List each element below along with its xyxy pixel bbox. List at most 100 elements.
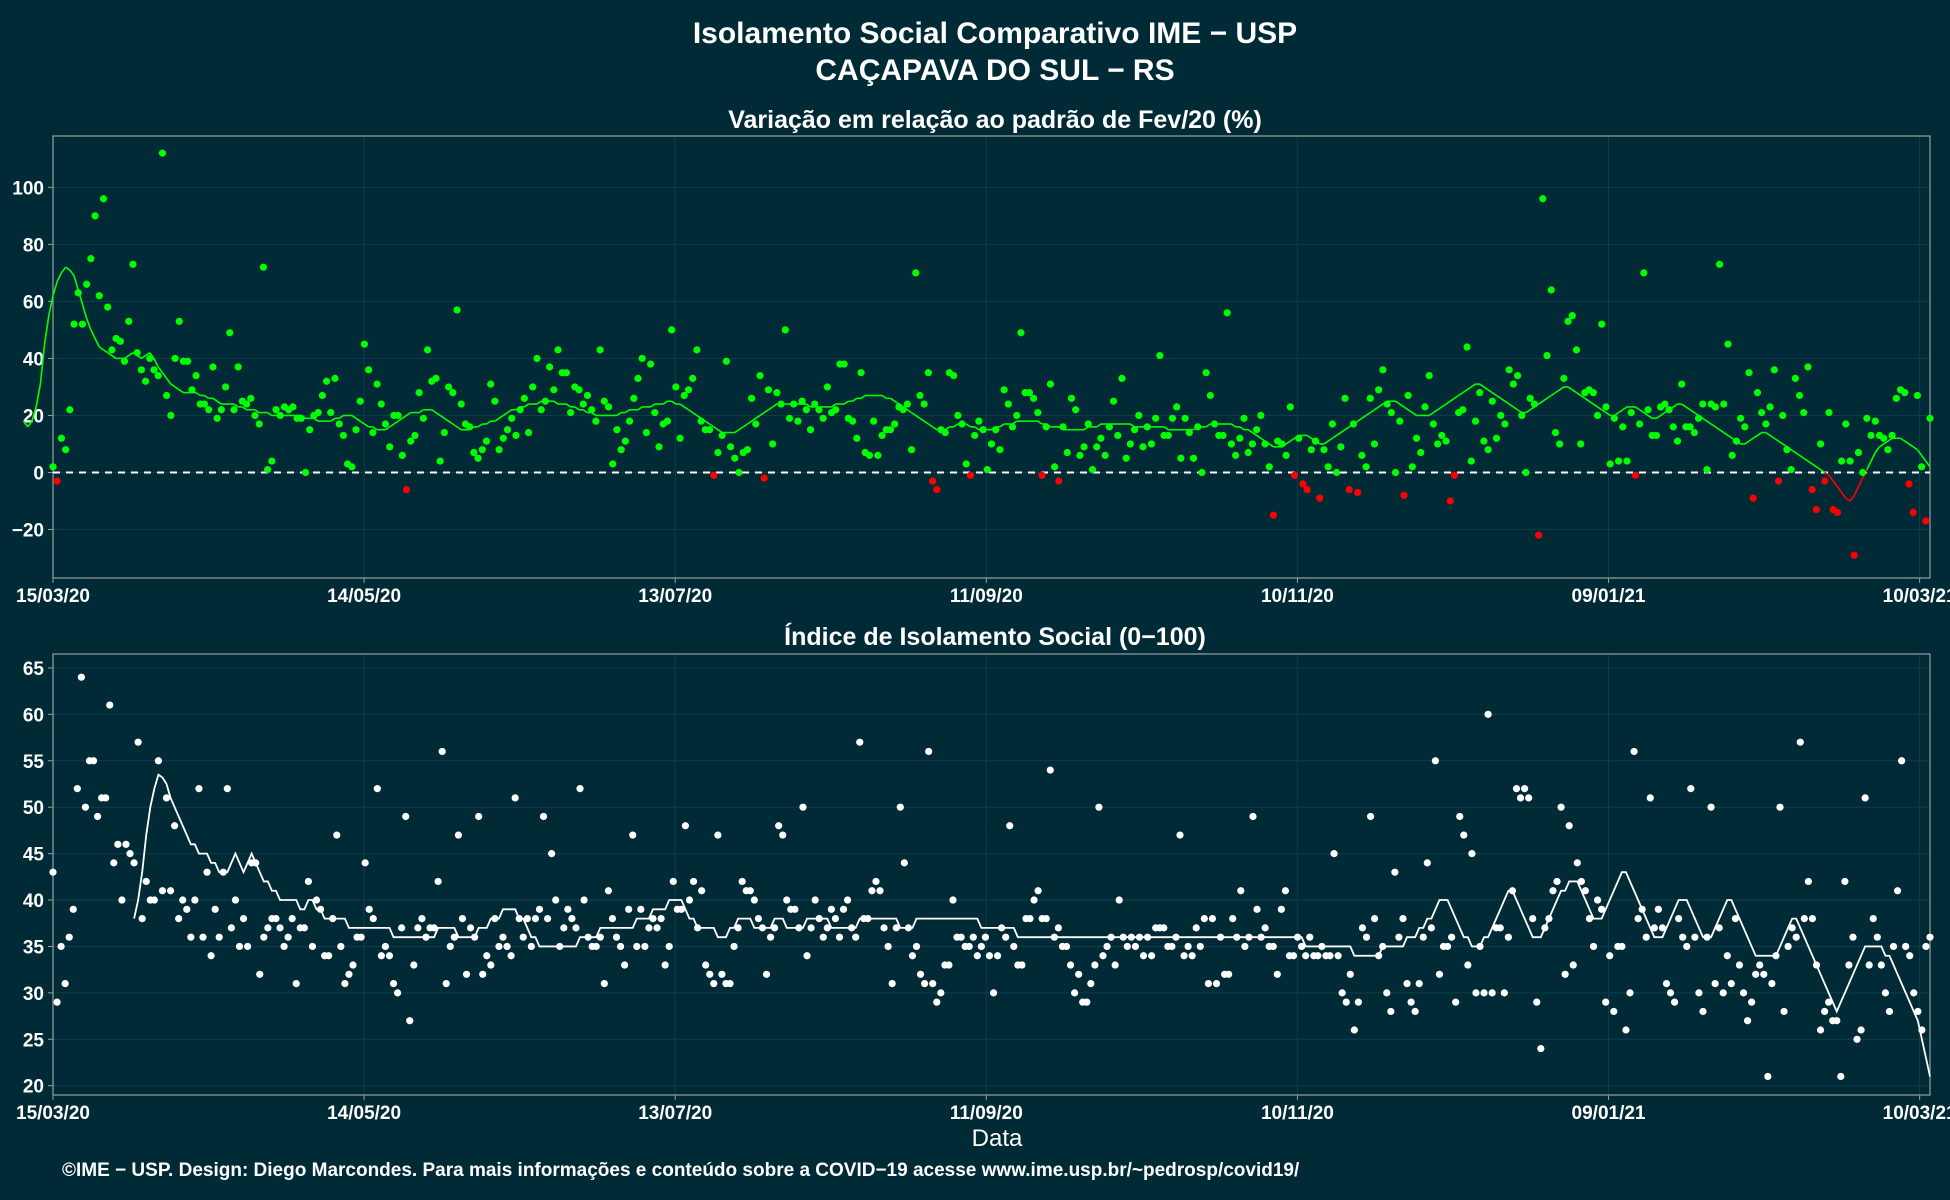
variation-data-point (777, 400, 785, 408)
variation-data-point (306, 426, 314, 434)
variation-data-point (1539, 195, 1547, 203)
variation-data-point (125, 317, 133, 325)
index-data-point (65, 933, 73, 941)
variation-data-point (1181, 414, 1189, 422)
index-data-point (227, 924, 235, 932)
variation-trend-segment (1163, 426, 1169, 431)
index-data-point (904, 924, 912, 932)
index-data-point (1666, 989, 1675, 997)
index-data-point (1407, 998, 1415, 1006)
variation-data-point (1202, 369, 1210, 377)
index-data-point (1192, 924, 1200, 932)
variation-data-point (1164, 431, 1172, 440)
index-data-point (1330, 850, 1338, 858)
variation-data-point (1109, 397, 1118, 405)
variation-data-point (992, 426, 1000, 434)
variation-data-point (1551, 428, 1560, 437)
variation-data-point (1564, 317, 1572, 325)
variation-data-point (979, 426, 987, 434)
index-data-point (1071, 989, 1079, 997)
index-data-point (1257, 933, 1265, 941)
variation-data-point (1366, 394, 1374, 402)
index-data-point (1622, 1026, 1630, 1034)
index-data-point (1334, 952, 1342, 960)
variation-data-point (1905, 480, 1913, 488)
variation-trend-segment (1672, 403, 1678, 408)
index-data-point (1739, 989, 1748, 997)
variation-trend-segment (1441, 403, 1447, 408)
variation-trend-segment (1554, 389, 1561, 394)
variation-x-tick-label: 10/03/21 (1883, 586, 1950, 607)
index-data-point (876, 887, 884, 895)
index-data-point (1606, 952, 1614, 960)
index-data-point (1504, 933, 1512, 941)
variation-trend-segment (1866, 460, 1872, 470)
index-data-point (1302, 952, 1310, 960)
variation-trend-segment (767, 406, 774, 411)
variation-trend-segment (1601, 409, 1607, 414)
variation-trend-segment (1916, 449, 1923, 456)
index-data-point (1833, 1017, 1841, 1025)
index-data-point (827, 905, 835, 913)
variation-data-point (609, 460, 617, 468)
index-data-point (949, 896, 957, 904)
variation-data-point (137, 366, 145, 374)
variation-data-point (1791, 374, 1799, 382)
variation-data-point (1194, 423, 1202, 431)
index-data-point (361, 859, 369, 867)
variation-trend-segment (161, 372, 168, 379)
variation-trend-segment (1811, 463, 1817, 468)
variation-data-point (1535, 531, 1543, 539)
index-data-point (973, 952, 981, 960)
variation-data-point (1076, 451, 1084, 459)
index-data-point (779, 831, 787, 839)
index-data-point (1306, 933, 1314, 941)
variation-data-point (903, 400, 911, 408)
index-data-point (280, 942, 288, 951)
variation-data-point (1375, 386, 1383, 394)
index-data-point (272, 915, 280, 923)
variation-trend-segment (233, 403, 239, 408)
variation-trend-segment (1643, 411, 1649, 417)
variation-data-point (1173, 403, 1181, 411)
variation-trend-segment (1857, 477, 1864, 488)
index-data-point (572, 924, 580, 932)
variation-data-point (1867, 431, 1875, 440)
index-data-point (211, 905, 219, 913)
variation-data-point (689, 374, 697, 382)
variation-trend-segment (1874, 446, 1881, 454)
index-x-tick-label: 13/07/20 (638, 1103, 712, 1124)
variation-data-point (764, 386, 773, 394)
variation-data-point (1669, 423, 1677, 431)
index-data-point (576, 785, 584, 793)
index-data-point (179, 896, 187, 904)
variation-data-point (647, 360, 655, 368)
index-data-point (1602, 998, 1610, 1006)
variation-trend-segment (363, 423, 370, 428)
variation-data-point (857, 369, 865, 377)
variation-data-point (916, 391, 924, 400)
variation-trend-segment (1567, 386, 1573, 391)
index-data-point (1650, 924, 1658, 932)
variation-data-point (104, 303, 112, 311)
index-data-point (333, 831, 341, 839)
index-data-point (1841, 877, 1849, 886)
variation-trend-segment (145, 352, 151, 357)
variation-data-point (1101, 451, 1109, 459)
index-data-point (102, 794, 110, 802)
variation-data-point (1846, 457, 1854, 465)
variation-data-point (1354, 488, 1362, 497)
variation-trend-segment (1344, 426, 1350, 431)
variation-trend-segment (1769, 434, 1775, 439)
index-data-point (1902, 942, 1910, 951)
variation-y-tick-label: 40 (23, 349, 44, 370)
variation-data-point (268, 457, 276, 465)
variation-trend-segment (1748, 437, 1754, 442)
variation-data-point (339, 431, 347, 440)
index-data-point (1529, 915, 1537, 923)
variation-data-point (1118, 374, 1126, 382)
variation-data-point (1711, 403, 1719, 411)
index-data-point (1423, 859, 1431, 867)
variation-trend-segment (536, 400, 542, 405)
variation-trend-segment (60, 266, 67, 274)
